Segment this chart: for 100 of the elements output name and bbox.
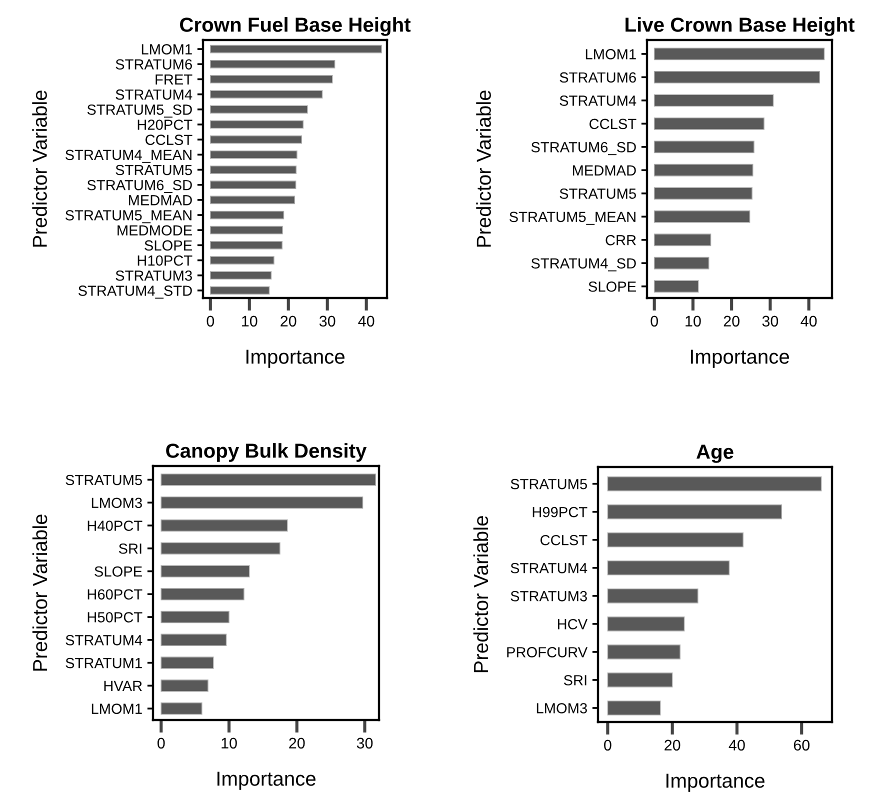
y-tick-label: STRATUM3 [510,591,587,602]
y-tick-label: STRATUM3 [116,270,192,281]
bar [160,702,202,715]
bar [654,94,774,107]
bar [607,700,661,716]
bar [607,532,744,548]
x-tick-label: 30 [356,738,373,749]
bar [210,241,283,250]
bar [654,117,764,130]
bar [654,256,710,270]
y-tick-label: SRI [564,675,586,686]
bar [160,496,364,509]
x-tick-label: 10 [222,738,237,749]
y-tick-label: H10PCT [138,255,192,266]
bar [160,565,250,578]
x-tick-label: 30 [762,316,778,327]
bar [160,634,227,646]
y-tick-label: H99PCT [532,506,588,518]
y-tick-label: STRATUM5_SD [87,104,192,118]
bar [210,180,296,190]
y-tick-label: STRATUM4_SD [531,258,636,272]
y-tick-label: STRATUM1 [66,658,142,668]
x-tick-label: 10 [686,316,701,327]
bar [160,588,244,600]
y-tick-label: STRATUM4 [66,635,142,646]
bar [210,271,272,280]
y-tick-label: CCLST [540,534,588,546]
x-tick-label: 0 [157,738,165,749]
bar [210,44,382,54]
x-tick-label: 60 [794,740,810,751]
y-tick-label: MEDMODE [118,225,192,236]
x-tick-label: 20 [280,316,296,327]
bar [654,280,699,293]
bar [607,476,822,492]
x-tick-label: 40 [800,316,817,327]
bar [210,196,296,204]
x-axis-title: Importance [690,350,789,368]
bar [210,105,308,114]
y-tick-label: MEDMAD [572,165,636,176]
bar [607,504,782,520]
bar [654,210,750,223]
bar [210,150,298,159]
y-tick-label: HCV [558,619,588,630]
bar [210,210,284,220]
y-tick-label: MEDMAD [128,195,192,206]
bar [654,70,820,84]
y-tick-label: H50PCT [88,612,142,622]
y-tick-label: STRATUM4 [116,89,192,100]
y-tick-label: STRATUM5 [560,188,636,199]
chart-title: Crown Fuel Base Height [180,17,411,36]
y-tick-label: SRI [118,543,142,554]
y-tick-label: PROFCURV [507,647,588,658]
bar [210,256,274,264]
y-tick-label: SLOPE [94,566,142,577]
bar [210,166,297,174]
x-tick-label: 0 [604,740,612,751]
bar [607,616,685,632]
y-tick-label: H20PCT [138,120,192,130]
y-tick-label: H60PCT [88,589,142,600]
bar [160,680,208,692]
bar [210,120,304,129]
y-tick-label: STRATUM4_STD [78,286,192,299]
y-tick-label: SLOPE [588,281,636,292]
x-tick-label: 0 [206,316,214,327]
chart-title: Age [696,444,734,463]
bar [607,644,681,660]
y-tick-label: LMOM1 [92,704,142,714]
x-tick-label: 20 [724,316,740,327]
y-tick-label: STRATUM6 [560,72,636,83]
bar [160,656,214,669]
bar [210,226,283,234]
x-tick-label: 40 [728,740,745,751]
y-tick-label: STRATUM5_MEAN [65,210,192,224]
bar [654,234,712,246]
x-axis-title: Importance [217,772,316,790]
y-axis-title: Predictor Variable [32,514,48,671]
bar [654,164,754,176]
y-tick-label: STRATUM4_MEAN [65,150,192,163]
y-axis-title: Predictor Variable [32,90,47,247]
y-tick-label: STRATUM5_MEAN [509,212,636,225]
y-tick-label: H40PCT [88,520,142,531]
y-tick-label: FRET [156,74,192,85]
bar [160,542,280,555]
chart-title: Canopy Bulk Density [166,443,367,462]
y-tick-label: HVAR [104,680,142,691]
y-tick-label: STRATUM4 [560,96,636,106]
x-axis-title: Importance [666,774,764,792]
y-tick-label: STRATUM5 [66,474,142,486]
y-tick-label: LMOM1 [142,44,192,54]
y-tick-label: STRATUM6_SD [531,142,636,156]
x-tick-label: 20 [289,738,305,749]
bar [654,140,754,154]
bar [607,588,698,604]
bar [607,560,730,576]
x-tick-label: 0 [650,316,658,327]
y-tick-label: LMOM3 [92,498,142,508]
chart-title: Live Crown Base Height [626,17,855,36]
y-tick-label: CRR [606,234,636,246]
y-tick-label: LMOM1 [586,49,636,60]
x-tick-label: 20 [664,740,680,751]
